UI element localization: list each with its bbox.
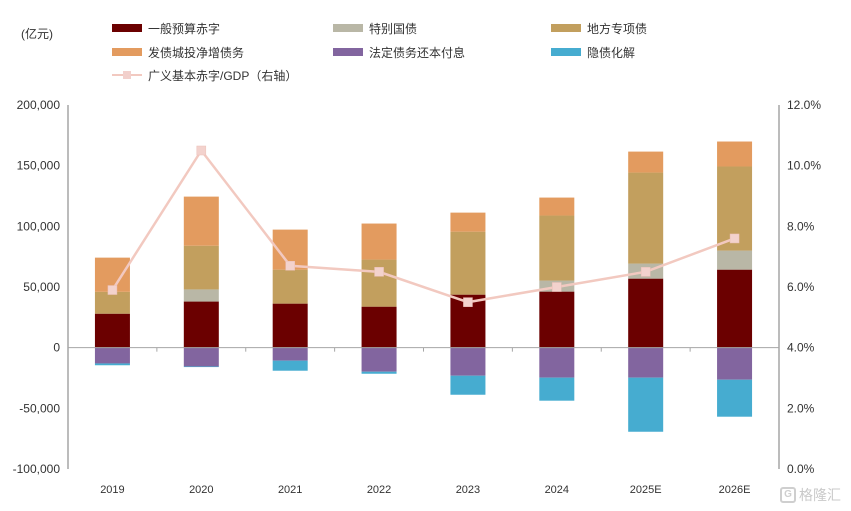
left-y-tick-label: 100,000 [17,219,61,233]
bar-segment-2023-series-3 [450,212,486,232]
left-y-tick-label: -50,000 [19,401,60,415]
legend-item-hidden-debt-resolution: 隐债化解 [551,44,635,60]
x-tick-label: 2026E [719,484,751,496]
bar-segment-2025E-series-3 [628,151,664,173]
bar-segment-2026E-series-3 [717,141,753,167]
bar-segment-2020-series-5 [183,366,219,368]
bar-segment-2025E-series-0 [628,278,664,348]
bar-segment-2020-series-1 [183,289,219,302]
x-tick-label: 2021 [278,484,302,496]
left-y-tick-label: 50,000 [23,280,60,294]
bar-segment-2022-series-5 [361,371,397,374]
left-y-tick-label: 0 [53,341,60,355]
bar-segment-2023-series-4 [450,347,486,376]
legend-swatch [333,48,363,56]
bar-segment-2022-series-4 [361,347,397,372]
legend-line-swatch [112,71,142,79]
legend-label: 法定债务还本付息 [369,45,466,60]
line-marker-2019 [107,285,118,295]
right-y-tick-label: 8.0% [787,219,815,233]
bar-segment-2020-series-3 [183,196,219,246]
bar-segment-2021-series-5 [272,360,308,371]
bar-segment-2022-series-2 [361,259,397,307]
bar-segment-2019-series-0 [94,313,130,348]
left-y-tick-label: 200,000 [17,98,61,112]
legend-swatch [112,48,142,56]
y-axis-unit-label: (亿元) [21,27,53,41]
bar-segment-2021-series-4 [272,347,308,361]
right-y-tick-label: 2.0% [787,401,815,415]
x-tick-label: 2020 [189,484,213,496]
bar-segment-2024-series-4 [539,347,575,378]
legend-label: 发债城投净增债务 [148,45,245,60]
legend-swatch [112,24,142,32]
bar-segment-2021-series-0 [272,303,308,348]
right-y-tick-label: 6.0% [787,280,815,294]
broad-deficit-gdp-line [111,148,736,304]
legend-swatch [333,24,363,32]
bar-segment-2025E-series-4 [628,347,664,378]
axes-layer: 200,000 150,000 100,000 50,000 0 -50,000 -100,… [13,98,822,496]
bar-segment-2025E-series-2 [628,172,664,264]
bar-segment-2022-series-0 [361,306,397,348]
legend-label: 广义基本赤字/GDP（右轴） [148,68,298,83]
bar-segment-2024-series-2 [539,215,575,281]
bar-segment-2023-series-2 [450,231,486,295]
legend-item-statutory-debt-service: 法定债务还本付息 [333,44,465,60]
watermark: G 格隆汇 [780,485,841,505]
bar-segment-2020-series-4 [183,347,219,367]
line-marker-2020 [196,145,207,156]
watermark-text: 格隆汇 [799,487,841,503]
legend-swatch [551,48,581,56]
legend-swatch [551,24,581,32]
bar-segment-2021-series-2 [272,269,308,304]
bar-segment-2019-series-5 [94,363,130,366]
x-tick-label: 2022 [367,484,391,496]
legend-label: 地方专项债 [587,21,648,36]
right-y-tick-label: 12.0% [787,98,821,112]
line-layer [107,145,740,307]
legend-label: 隐债化解 [587,45,636,60]
bar-segment-2022-series-3 [361,223,397,260]
bar-segment-2024-series-3 [539,197,575,216]
bar-segment-2026E-series-4 [717,347,753,380]
bar-segment-2024-series-0 [539,291,575,348]
watermark-logo-icon: G [780,487,796,503]
legend-item-local-special-bonds: 地方专项债 [551,20,647,36]
x-tick-label: 2025E [630,484,662,496]
legend-item-general-budget-deficit: 一般预算赤字 [112,20,220,36]
line-marker-2026E [729,233,740,244]
bar-segment-2024-series-5 [539,377,575,401]
legend-label: 一般预算赤字 [148,21,221,36]
left-y-tick-label: -100,000 [13,462,61,476]
legend-item-special-treasury-bonds: 特别国债 [333,20,417,36]
line-marker-2024 [552,282,562,292]
left-y-tick-label: 150,000 [17,159,61,173]
bar-segment-2019-series-4 [94,347,130,364]
legend-label: 特别国债 [369,21,418,36]
right-y-tick-label: 4.0% [787,341,815,355]
right-y-tick-label: 0.0% [787,462,815,476]
bar-segment-2020-series-0 [183,301,219,348]
bar-segment-2019-series-2 [94,291,130,314]
bar-segment-2026E-series-1 [717,250,753,270]
legend-item-lgfv-net-debt: 发债城投净增债务 [112,44,244,60]
bar-segment-2023-series-5 [450,375,486,395]
right-y-tick-label: 10.0% [787,159,821,173]
x-tick-label: 2024 [545,484,569,496]
bar-segment-2026E-series-5 [717,379,753,417]
x-tick-label: 2019 [100,484,124,496]
line-marker-2021 [285,261,295,271]
bar-segment-2020-series-2 [183,245,219,290]
bar-segment-2025E-series-5 [628,377,664,432]
x-tick-label: 2023 [456,484,480,496]
line-marker-2025E [640,267,651,277]
line-marker-2023 [463,297,473,307]
line-marker-2022 [374,267,384,277]
bar-segment-2026E-series-0 [717,269,753,348]
legend-item-broad-deficit-gdp: 广义基本赤字/GDP（右轴） [112,67,297,83]
